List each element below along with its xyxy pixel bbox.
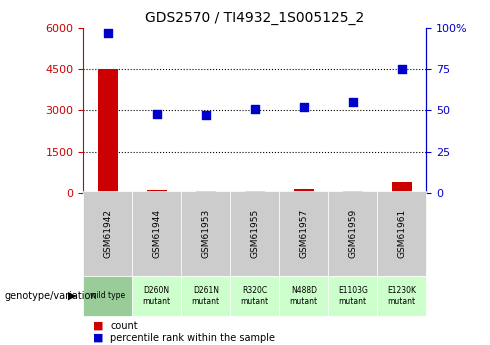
Bar (294, 189, 314, 193)
Text: D260N
mutant: D260N mutant (143, 286, 171, 306)
Bar (98, 69, 118, 193)
Bar (392, 182, 412, 193)
Text: ■: ■ (93, 333, 103, 343)
Text: GSM61955: GSM61955 (250, 209, 259, 258)
Bar (343, 191, 363, 193)
Title: GDS2570 / TI4932_1S005125_2: GDS2570 / TI4932_1S005125_2 (145, 11, 365, 25)
Text: ▶: ▶ (68, 291, 77, 301)
Text: GSM61959: GSM61959 (348, 209, 357, 258)
Point (104, 30, 112, 35)
Text: GSM61944: GSM61944 (152, 209, 161, 258)
Text: wild type: wild type (90, 291, 125, 300)
Text: N488D
mutant: N488D mutant (290, 286, 318, 306)
Bar (245, 191, 265, 193)
Text: GSM61961: GSM61961 (397, 209, 406, 258)
Text: GSM61953: GSM61953 (201, 209, 210, 258)
Text: ■: ■ (93, 321, 103, 331)
Bar (196, 191, 216, 193)
Point (398, 66, 406, 72)
Text: GSM61957: GSM61957 (299, 209, 308, 258)
Text: D261N
mutant: D261N mutant (192, 286, 220, 306)
Text: count: count (110, 321, 138, 331)
Point (349, 99, 357, 105)
Text: E1103G
mutant: E1103G mutant (338, 286, 368, 306)
Point (300, 104, 308, 110)
Text: percentile rank within the sample: percentile rank within the sample (110, 333, 275, 343)
Text: E1230K
mutant: E1230K mutant (387, 286, 416, 306)
Text: genotype/variation: genotype/variation (5, 291, 98, 301)
Point (202, 112, 210, 118)
Point (153, 111, 161, 117)
Text: R320C
mutant: R320C mutant (241, 286, 269, 306)
Point (251, 106, 259, 111)
Bar (147, 190, 167, 193)
Text: GSM61942: GSM61942 (103, 209, 112, 258)
